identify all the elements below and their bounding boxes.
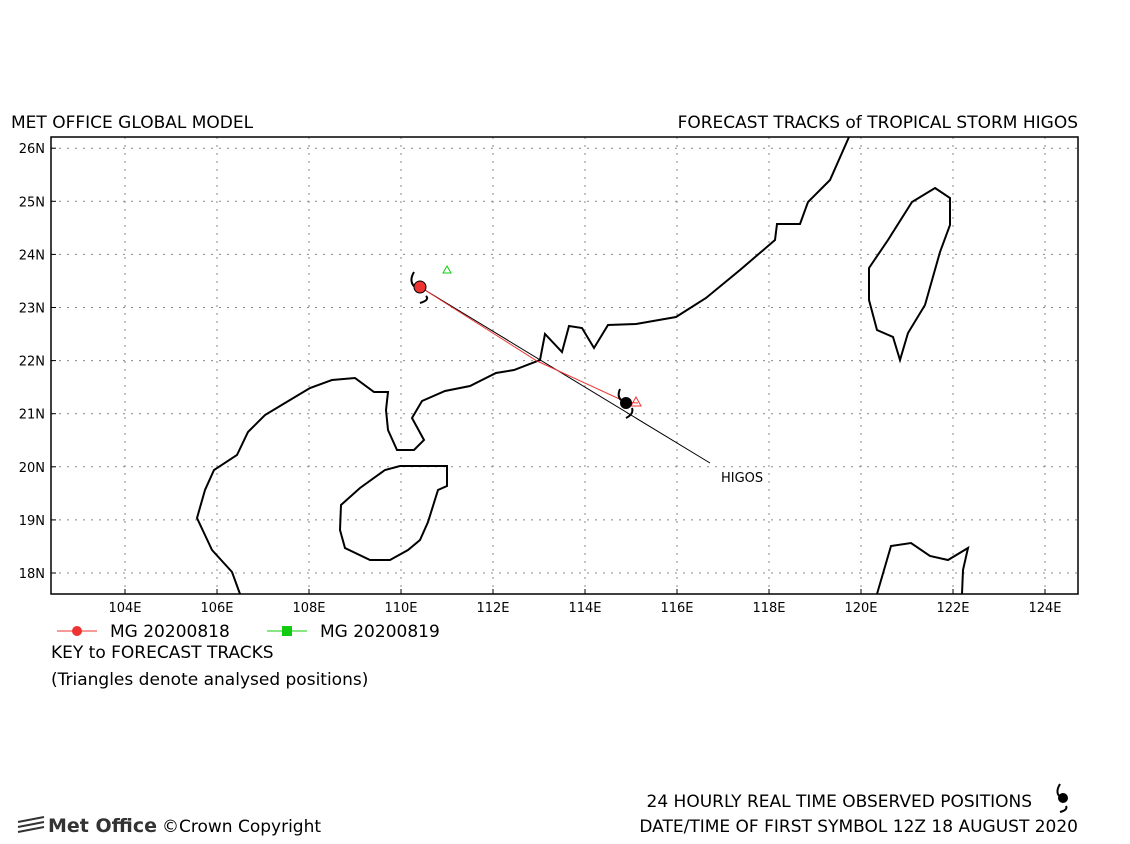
logo: Met Office [48, 815, 157, 837]
tracks [410, 264, 711, 464]
lon-label: 120E [844, 601, 877, 616]
lat-label: 26N [19, 142, 45, 157]
lat-label: 22N [19, 355, 45, 370]
header-left: MET OFFICE GLOBAL MODEL [11, 113, 254, 133]
lon-label: 104E [108, 601, 141, 616]
lon-label: 110E [384, 601, 417, 616]
header-right: FORECAST TRACKS of TROPICAL STORM HIGOS [678, 113, 1078, 133]
lat-label: 24N [19, 248, 45, 263]
lon-label: 124E [1028, 601, 1061, 616]
lon-label: 122E [936, 601, 969, 616]
grid [51, 137, 1078, 594]
legend-item: MG 20200819 [320, 622, 440, 642]
storm-symbol [1058, 793, 1068, 803]
lon-label: 108E [292, 601, 325, 616]
lat-label: 25N [19, 195, 45, 210]
storm-label: HIGOS [721, 471, 763, 486]
lon-label: 106E [200, 601, 233, 616]
key-title: KEY to FORECAST TRACKS [51, 643, 274, 663]
legend [57, 626, 307, 636]
lat-label: 19N [19, 514, 45, 529]
lat-label: 21N [19, 408, 45, 423]
key-note: (Triangles denote analysed positions) [51, 670, 368, 690]
lat-label: 23N [19, 302, 45, 317]
lat-label: 18N [19, 567, 45, 582]
footer-line: 24 HOURLY REAL TIME OBSERVED POSITIONS [647, 792, 1032, 812]
lat-label: 20N [19, 461, 45, 476]
copyright: ©Crown Copyright [162, 817, 321, 837]
lon-label: 118E [752, 601, 785, 616]
lon-label: 112E [476, 601, 509, 616]
footer-line: DATE/TIME OF FIRST SYMBOL 12Z 18 AUGUST … [639, 817, 1078, 837]
lon-label: 114E [568, 601, 601, 616]
coastlines [195, 136, 970, 595]
lon-label: 116E [660, 601, 693, 616]
legend-item: MG 20200818 [110, 622, 230, 642]
logo-mark [17, 816, 45, 833]
map-frame [50, 136, 1079, 595]
